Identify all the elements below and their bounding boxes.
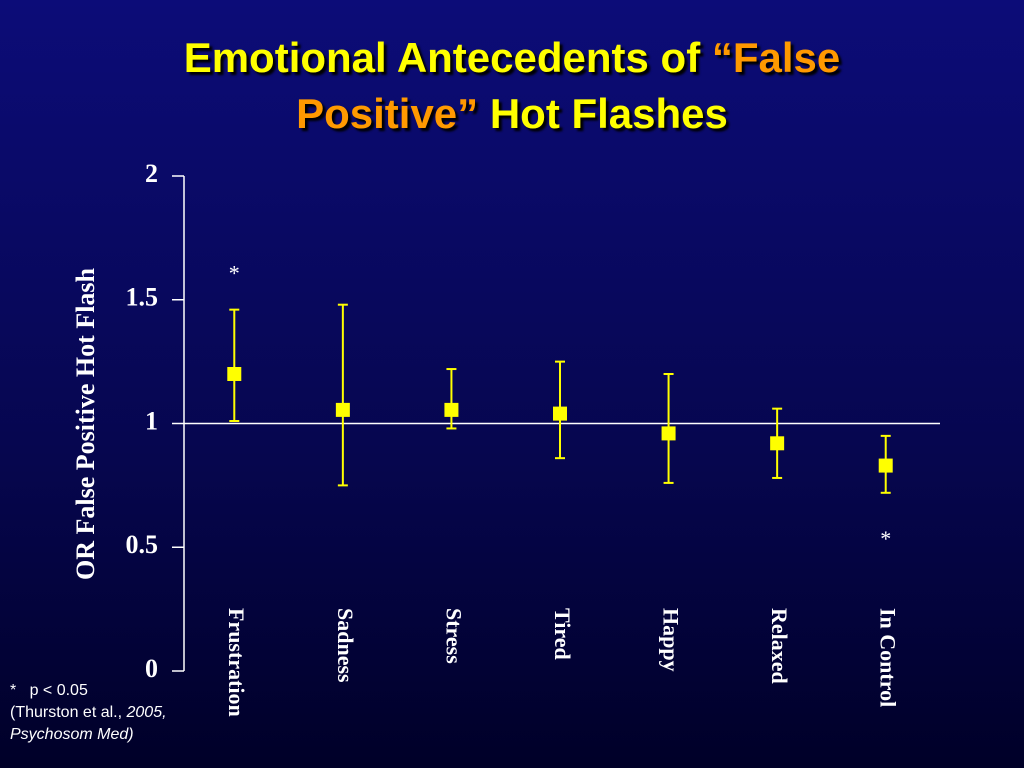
x-tick-label: Frustration xyxy=(224,608,249,717)
y-tick-label: 0.5 xyxy=(126,530,159,559)
title-part: Emotional Antecedents of xyxy=(183,34,701,81)
y-tick-label: 1.5 xyxy=(126,283,159,312)
x-tick-label: Relaxed xyxy=(767,608,792,684)
x-tick-label: Happy xyxy=(659,608,684,672)
y-tick-label: 2 xyxy=(145,159,158,188)
x-tick-label: In Control xyxy=(876,608,901,707)
point xyxy=(770,436,785,451)
footnote-citation: (Thurston et al., 2005, Psychosom Med) xyxy=(10,702,167,746)
footnote-significance: * p < 0.05 xyxy=(10,682,88,699)
x-tick-label: Tired xyxy=(550,608,575,660)
point xyxy=(444,402,459,417)
significance-marker: * xyxy=(880,526,891,551)
title-part: Hot Flashes xyxy=(489,90,728,137)
title: Emotional Antecedents of “False Positive”… xyxy=(62,30,962,142)
title-part: “False xyxy=(711,34,841,81)
x-tick-label: Stress xyxy=(441,608,466,664)
x-tick-label: Sadness xyxy=(333,608,358,683)
citation-year: 2005, xyxy=(126,704,167,721)
y-tick-label: 0 xyxy=(145,654,158,683)
y-axis-label: OR False Positive Hot Flash xyxy=(71,267,100,580)
citation: (Thurston et al., xyxy=(10,704,123,721)
point xyxy=(878,458,893,473)
point xyxy=(335,402,350,417)
y-tick-label: 1 xyxy=(145,406,158,435)
footnote: * p < 0.05 (Thurston et al., 2005, Psycho… xyxy=(10,680,167,746)
title-part: Positive” xyxy=(296,90,479,137)
point xyxy=(553,406,567,421)
significance-marker: * xyxy=(229,261,240,286)
citation-journal: Psychosom Med) xyxy=(10,726,134,743)
point xyxy=(661,426,676,441)
point xyxy=(227,367,242,381)
